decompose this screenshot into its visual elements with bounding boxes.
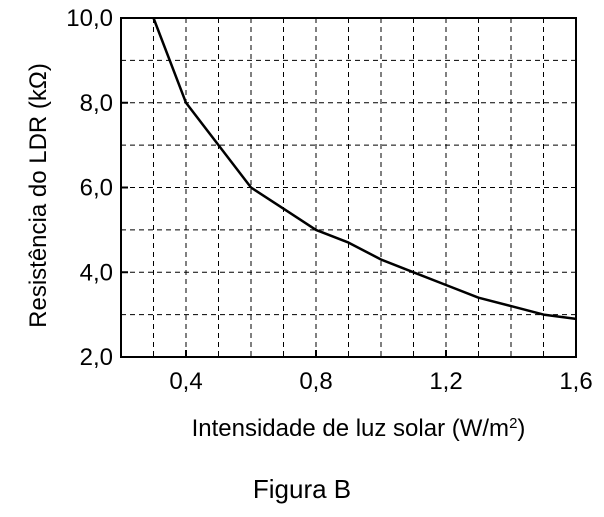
x-tick-label: 1,6 — [559, 368, 592, 395]
y-tick-labels: 2,0 4,0 6,0 8,0 10,0 — [66, 5, 113, 371]
x-tick-labels: 0,4 0,8 1,2 1,6 — [169, 368, 592, 395]
y-tick-label: 6,0 — [80, 175, 113, 202]
x-axis-title-main: Intensidade de luz solar (W/m — [192, 415, 509, 442]
y-axis-title: Resistência do LDR (kΩ) — [25, 63, 52, 328]
x-axis-title-superscript: 2 — [509, 415, 517, 432]
line-chart: 0,4 0,8 1,2 1,6 2,0 4,0 6,0 8,0 10,0 Intensidad… — [25, 5, 593, 443]
ticks — [121, 17, 577, 358]
x-tick-label: 1,2 — [429, 368, 462, 395]
x-tick-label: 0,4 — [169, 368, 202, 395]
x-axis-title: Intensidade de luz solar (W/m2) — [192, 415, 526, 443]
series-line-ldr-resistance — [152, 17, 577, 321]
y-tick-label: 4,0 — [80, 259, 113, 286]
x-tick-label: 0,8 — [299, 368, 332, 395]
grid — [121, 18, 576, 357]
figure-caption: Figura B — [252, 474, 352, 504]
x-axis-title-end: ) — [517, 415, 525, 442]
y-tick-label: 2,0 — [80, 344, 113, 371]
y-tick-label: 10,0 — [66, 5, 113, 32]
y-tick-label: 8,0 — [80, 90, 113, 117]
